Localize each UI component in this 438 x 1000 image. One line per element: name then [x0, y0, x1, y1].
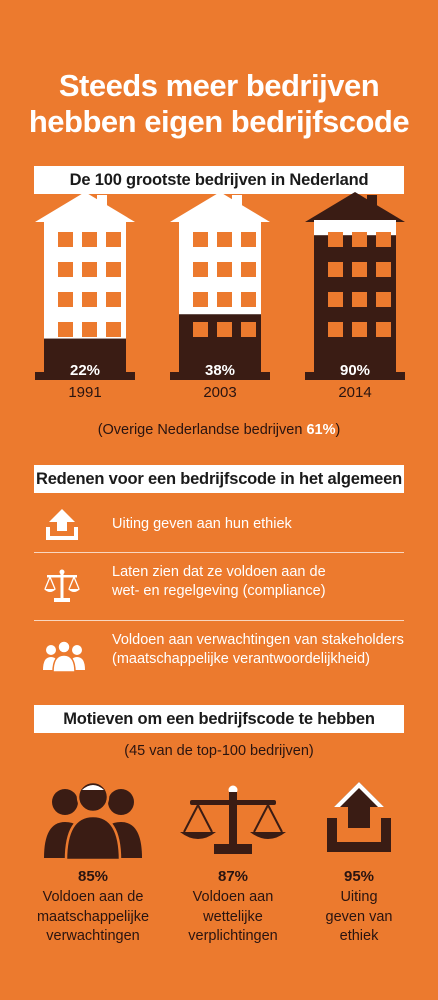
people-icon: [42, 638, 86, 679]
building-ground: [35, 372, 135, 380]
building-chimney: [97, 195, 107, 211]
building-window: [58, 322, 73, 337]
building-window: [58, 292, 73, 307]
building-chimney: [232, 195, 242, 211]
building-window: [352, 262, 367, 277]
section-heading-top100: De 100 grootste bedrijven in Nederland: [34, 166, 404, 194]
motive-percent: 85%: [77, 868, 109, 885]
upload-icon: [286, 780, 432, 860]
building-ground: [305, 372, 405, 380]
building-roof: [35, 192, 135, 222]
reason-line: Voldoen aan verwachtingen van stakeholde…: [112, 632, 404, 648]
other-companies-note: (Overige Nederlandse bedrijven 61%): [0, 422, 438, 438]
building-window: [352, 232, 367, 247]
building-ground: [170, 372, 270, 380]
scales-icon: [160, 780, 306, 860]
building-window: [241, 292, 256, 307]
motive-line: wettelijke: [203, 908, 263, 925]
building-window: [376, 262, 391, 277]
building-window: [82, 322, 97, 337]
note-prefix: (Overige Nederlandse bedrijven: [97, 422, 307, 438]
building-window: [106, 322, 121, 337]
motive-line: ethiek: [339, 928, 379, 944]
motive-item-society: 85% Voldoen aan de maatschappelijke verw…: [20, 780, 166, 944]
motive-line: Voldoen aan: [192, 889, 274, 905]
building-window: [352, 322, 367, 337]
building-window: [193, 232, 208, 247]
motive-line: maatschappelijke: [36, 908, 150, 925]
note-suffix: ): [335, 422, 341, 438]
building-window: [217, 322, 232, 337]
motive-percent: 95%: [343, 868, 375, 885]
building-window: [82, 262, 97, 277]
upload-icon: [42, 507, 82, 548]
motive-line: verwachtingen: [46, 928, 140, 944]
title-line-1: Steeds meer bedrijven: [58, 68, 380, 103]
building-window: [241, 262, 256, 277]
building-window: [328, 292, 343, 307]
building-bar-2014: 90%: [305, 190, 405, 380]
building-window: [217, 232, 232, 247]
reason-line: Uiting geven aan hun ethiek: [112, 516, 292, 532]
people-icon: [20, 780, 166, 862]
building-window: [376, 292, 391, 307]
reason-item-compliance: Laten zien dat ze voldoen aan de wet- en…: [34, 560, 404, 616]
motive-line: Voldoen aan de: [42, 889, 144, 905]
building-chimney: [367, 195, 377, 211]
reason-line: (maatschappelijke verantwoordelijkheid): [112, 651, 370, 667]
divider: [34, 552, 404, 553]
reason-item-stakeholders: Voldoen aan verwachtingen van stakeholde…: [34, 628, 404, 684]
motive-item-ethics: 95% Uiting geven van ethiek: [286, 780, 432, 944]
building-window: [58, 262, 73, 277]
scales-icon: [42, 568, 82, 609]
building-value-label: 22%: [69, 362, 101, 379]
building-window: [241, 232, 256, 247]
page-title: Steeds meer bedrijven hebben eigen bedri…: [0, 68, 438, 140]
motive-line: geven van: [325, 908, 393, 925]
motive-line: verplichtingen: [188, 928, 278, 944]
building-window: [82, 232, 97, 247]
reason-line: Laten zien dat ze voldoen aan de: [112, 564, 326, 580]
building-window: [106, 232, 121, 247]
building-window: [58, 232, 73, 247]
building-window: [376, 232, 391, 247]
building-bar-2003: 38%: [170, 190, 270, 380]
divider: [34, 620, 404, 621]
motives-subtitle: (45 van de top-100 bedrijven): [124, 743, 314, 759]
year-label: 2003: [203, 384, 237, 401]
year-label: 2014: [338, 384, 372, 401]
building-window: [217, 292, 232, 307]
building-window: [217, 262, 232, 277]
building-roof: [170, 192, 270, 222]
title-line-2: hebben eigen bedrijfscode: [28, 104, 410, 139]
building-window: [106, 292, 121, 307]
building-bar-1991: 22%: [35, 190, 135, 380]
motive-item-legal: 87% Voldoen aan wettelijke verplichtinge…: [160, 780, 306, 944]
building-window: [82, 292, 97, 307]
note-value: 61%: [306, 422, 336, 438]
building-fill-1991: [44, 338, 126, 372]
building-window: [193, 262, 208, 277]
building-window: [328, 262, 343, 277]
motive-line: Uiting: [340, 889, 378, 905]
building-window: [193, 322, 208, 337]
reason-item-ethics: Uiting geven aan hun ethiek: [34, 505, 404, 545]
section-heading-reasons: Redenen voor een bedrijfscode in het alg…: [34, 465, 404, 493]
building-window: [328, 322, 343, 337]
building-value-label: 90%: [339, 362, 371, 379]
motive-percent: 87%: [217, 868, 249, 885]
building-window: [193, 292, 208, 307]
section-heading-motives: Motieven om een bedrijfscode te hebben: [34, 705, 404, 733]
building-value-label: 38%: [204, 362, 236, 379]
building-window: [106, 262, 121, 277]
building-window: [352, 292, 367, 307]
building-window: [376, 322, 391, 337]
year-label: 1991: [68, 384, 102, 401]
building-window: [328, 232, 343, 247]
building-roof: [305, 192, 405, 222]
reason-line: wet- en regelgeving (compliance): [112, 583, 326, 599]
building-window: [241, 322, 256, 337]
